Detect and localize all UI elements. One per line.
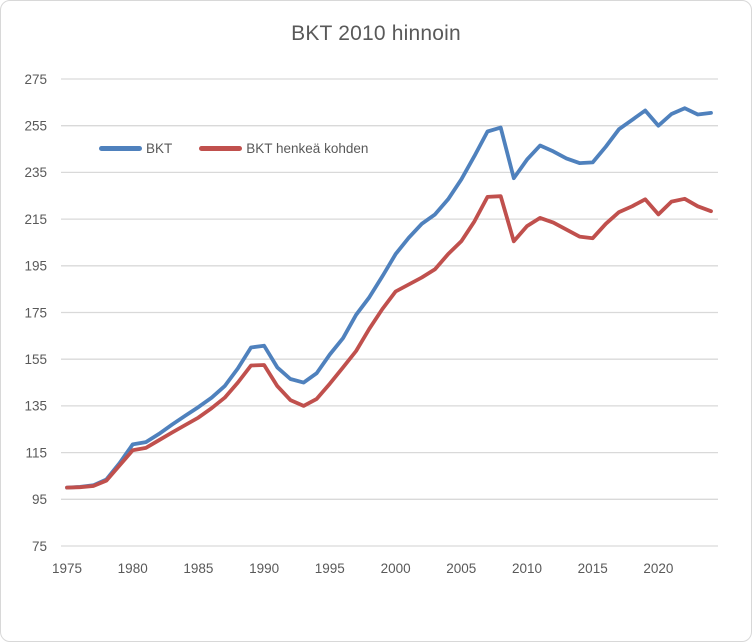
y-tick-label-155: 155 xyxy=(24,352,47,367)
legend-label-bkt-henkea-kohden[interactable]: BKT henkeä kohden xyxy=(246,141,369,156)
x-tick-label-2005: 2005 xyxy=(446,561,476,576)
x-tick-label-1980: 1980 xyxy=(118,561,148,576)
x-tick-label-2010: 2010 xyxy=(512,561,542,576)
x-tick-label-2015: 2015 xyxy=(578,561,608,576)
y-tick-label-95: 95 xyxy=(32,492,47,507)
x-tick-label-2020: 2020 xyxy=(643,561,673,576)
legend: BKT BKT henkeä kohden xyxy=(99,140,368,157)
legend-label-bkt[interactable]: BKT xyxy=(146,141,173,156)
y-tick-label-195: 195 xyxy=(24,259,47,274)
y-tick-label-75: 75 xyxy=(32,539,47,554)
y-tick-label-135: 135 xyxy=(24,399,47,414)
chart-title: BKT 2010 hinnoin xyxy=(291,22,461,45)
legend-swatch-1[interactable] xyxy=(199,146,243,151)
y-tick-label-215: 215 xyxy=(24,212,47,227)
x-tick-label-1995: 1995 xyxy=(315,561,345,576)
y-tick-label-255: 255 xyxy=(24,119,47,134)
x-tick-label-1990: 1990 xyxy=(249,561,279,576)
y-tick-label-275: 275 xyxy=(24,72,47,87)
series-line-bkt[interactable] xyxy=(65,106,713,490)
series-line-bkt-henkea-kohden[interactable] xyxy=(65,194,713,490)
y-tick-label-235: 235 xyxy=(24,165,47,180)
x-tick-label-1975: 1975 xyxy=(52,561,82,576)
y-tick-label-115: 115 xyxy=(25,445,47,460)
x-tick-label-1985: 1985 xyxy=(183,561,213,576)
x-tick-label-2000: 2000 xyxy=(381,561,411,576)
legend-swatch-0[interactable] xyxy=(99,146,142,151)
y-tick-label-175: 175 xyxy=(24,305,47,320)
